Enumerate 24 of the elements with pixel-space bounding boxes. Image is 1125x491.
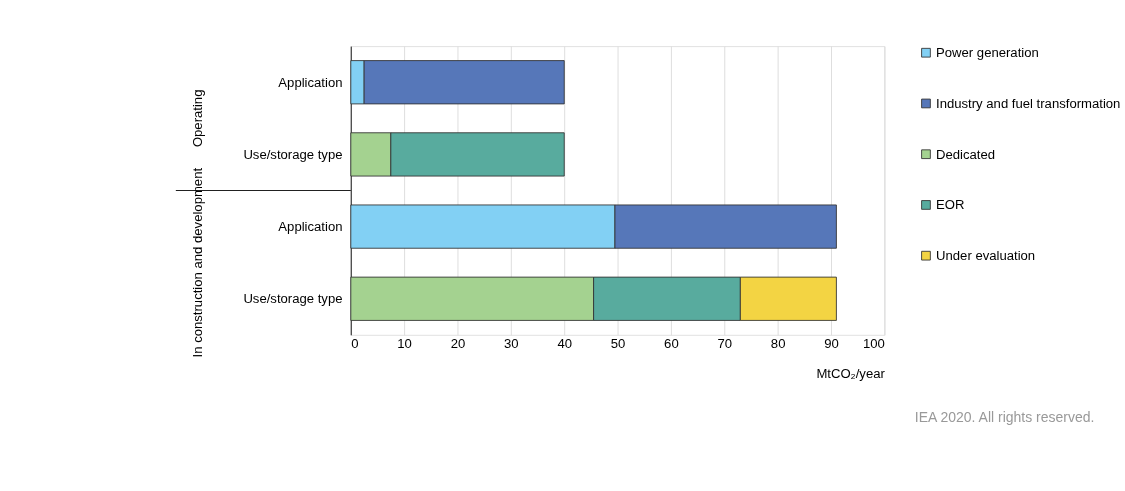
x-tick-label: 20: [450, 335, 466, 351]
legend-label: Dedicated: [936, 146, 996, 162]
y-tick-label: Use/storage type: [243, 146, 343, 162]
x-tick-label: 100: [862, 335, 885, 351]
legend-label: EOR: [936, 197, 965, 213]
x-tick-label: 40: [557, 335, 572, 351]
y-tick-label: Application: [278, 218, 343, 234]
legend-label: Power generation: [936, 45, 1039, 61]
x-tick-label: 70: [717, 335, 733, 351]
text: In construction and development: [190, 167, 206, 358]
y-tick-label: Application: [278, 74, 343, 90]
x-tick-label: 80: [770, 335, 786, 351]
legend-label: Industry and fuel transformation: [936, 95, 1121, 111]
x-tick-label: 30: [504, 335, 519, 351]
text: Operating: [190, 89, 206, 148]
x-axis-title: MtCO₂/year: [816, 366, 886, 382]
y-tick-label: Use/storage type: [243, 291, 343, 307]
text: IEA 2020. All rights reserved.: [914, 409, 1095, 426]
x-tick-label: 90: [824, 335, 839, 351]
x-tick-label: 10: [397, 335, 412, 351]
x-tick-label: 0: [351, 335, 359, 351]
legend-label: Under evaluation: [936, 248, 1036, 264]
x-tick-label: 60: [664, 335, 679, 351]
x-tick-label: 50: [610, 335, 626, 351]
